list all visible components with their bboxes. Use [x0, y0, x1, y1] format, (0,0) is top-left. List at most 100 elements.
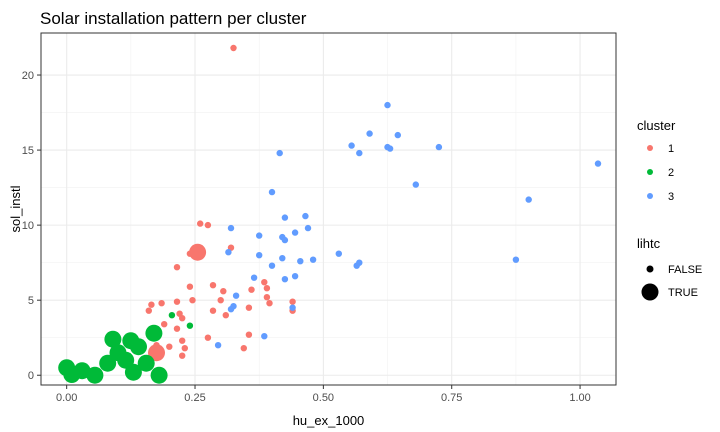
data-point-cluster-1	[189, 297, 196, 304]
data-point-cluster-3	[412, 181, 419, 188]
data-point-cluster-1	[179, 352, 186, 359]
data-point-cluster-3	[281, 276, 289, 283]
data-point-cluster-3	[227, 224, 235, 232]
data-point-cluster-3	[302, 212, 309, 220]
chart-title: Solar installation pattern per cluster	[40, 9, 307, 28]
x-tick-label: 0.75	[441, 392, 462, 404]
legend-cluster-3-key	[647, 193, 653, 199]
y-axis-title: sol_instl	[8, 185, 23, 232]
data-points	[58, 44, 602, 384]
data-point-cluster-1	[173, 325, 181, 332]
data-point-cluster-3	[268, 188, 276, 196]
legend-cluster: cluster 1 2 3	[637, 118, 676, 203]
data-point-cluster-1	[266, 300, 273, 307]
data-point-cluster-3	[512, 256, 520, 263]
data-point-cluster-2	[130, 338, 147, 356]
legend-cluster-1-key	[647, 145, 653, 151]
data-point-cluster-3	[214, 342, 222, 349]
data-point-cluster-2	[168, 312, 176, 319]
x-tick-label: 0.00	[56, 392, 77, 404]
data-point-cluster-2	[137, 354, 155, 372]
data-point-cluster-1	[197, 220, 204, 227]
data-point-cluster-1	[186, 283, 194, 290]
data-point-cluster-1	[245, 331, 253, 338]
data-point-cluster-3	[225, 249, 232, 256]
data-point-cluster-3	[232, 292, 240, 299]
data-point-cluster-1	[222, 312, 229, 319]
data-point-cluster-3	[384, 101, 391, 109]
data-point-cluster-2	[186, 322, 194, 329]
data-point-cluster-3	[435, 143, 443, 151]
data-point-cluster-3	[386, 145, 394, 152]
data-point-cluster-1	[145, 307, 152, 314]
legend-lihtc-false-label: FALSE	[668, 264, 702, 276]
data-point-cluster-2	[73, 362, 91, 380]
data-point-cluster-3	[227, 306, 235, 313]
legend-cluster-1-label: 1	[668, 143, 674, 155]
x-axis-ticks: 0.00 0.25 0.50 0.75 1.00	[56, 385, 591, 404]
data-point-cluster-3	[276, 149, 283, 157]
data-point-cluster-3	[291, 229, 299, 236]
y-axis-ticks: 0 5 10 15 20	[22, 70, 41, 382]
y-tick-label: 15	[22, 145, 34, 157]
legend-lihtc: lihtc FALSE TRUE	[637, 236, 702, 301]
data-point-cluster-1	[173, 264, 181, 271]
data-point-cluster-2	[99, 354, 117, 372]
data-point-cluster-3	[335, 250, 342, 257]
data-point-cluster-3	[256, 252, 263, 259]
data-point-cluster-1	[173, 298, 181, 305]
data-point-cluster-1	[263, 294, 271, 301]
data-point-cluster-3	[525, 196, 532, 203]
data-point-cluster-1	[289, 298, 296, 305]
data-point-cluster-3	[594, 160, 602, 167]
legend-cluster-title: cluster	[637, 118, 676, 133]
x-tick-label: 1.00	[569, 392, 590, 404]
data-point-cluster-2	[86, 366, 104, 384]
data-point-cluster-1	[179, 337, 186, 344]
data-point-cluster-1	[263, 285, 271, 292]
data-point-cluster-1	[209, 307, 217, 314]
data-point-cluster-3	[256, 232, 263, 239]
data-point-cluster-1	[166, 343, 173, 350]
data-point-cluster-3	[268, 262, 276, 269]
y-tick-label: 0	[28, 370, 34, 382]
y-tick-label: 5	[28, 295, 34, 307]
plot-panel	[41, 33, 616, 385]
data-point-cluster-3	[291, 273, 299, 280]
data-point-cluster-3	[250, 274, 258, 281]
data-point-cluster-3	[356, 149, 363, 157]
x-tick-label: 0.25	[184, 392, 205, 404]
data-point-cluster-3	[297, 258, 304, 265]
x-tick-label: 0.50	[313, 392, 334, 404]
data-point-cluster-1	[158, 300, 165, 307]
data-point-cluster-1	[148, 301, 155, 308]
data-point-cluster-3	[366, 130, 373, 137]
data-point-cluster-1	[261, 279, 268, 286]
data-point-cluster-1	[204, 221, 212, 229]
data-point-cluster-3	[348, 142, 355, 149]
y-tick-label: 10	[22, 220, 34, 232]
data-point-cluster-1	[181, 345, 188, 352]
legend-lihtc-true-label: TRUE	[668, 287, 698, 299]
data-point-cluster-2	[104, 330, 122, 348]
data-point-cluster-1	[148, 344, 165, 362]
plot-border	[40, 32, 617, 386]
x-axis-title: hu_ex_1000	[293, 413, 365, 428]
legend-cluster-2-key	[647, 169, 653, 175]
data-point-cluster-3	[281, 214, 289, 221]
legend-lihtc-false-key	[646, 265, 654, 273]
legend-lihtc-true-key	[641, 283, 659, 301]
data-point-cluster-1	[248, 286, 255, 293]
data-point-cluster-2	[124, 363, 142, 381]
data-point-cluster-1	[217, 297, 224, 304]
data-point-cluster-1	[230, 44, 237, 52]
data-point-cluster-2	[150, 366, 168, 384]
data-point-cluster-1	[209, 282, 217, 289]
data-point-cluster-1	[179, 315, 186, 322]
data-point-cluster-3	[309, 256, 317, 263]
data-point-cluster-3	[304, 224, 312, 232]
data-point-cluster-1	[245, 304, 253, 311]
data-point-cluster-3	[279, 255, 286, 262]
legend-cluster-2-label: 2	[668, 167, 674, 179]
